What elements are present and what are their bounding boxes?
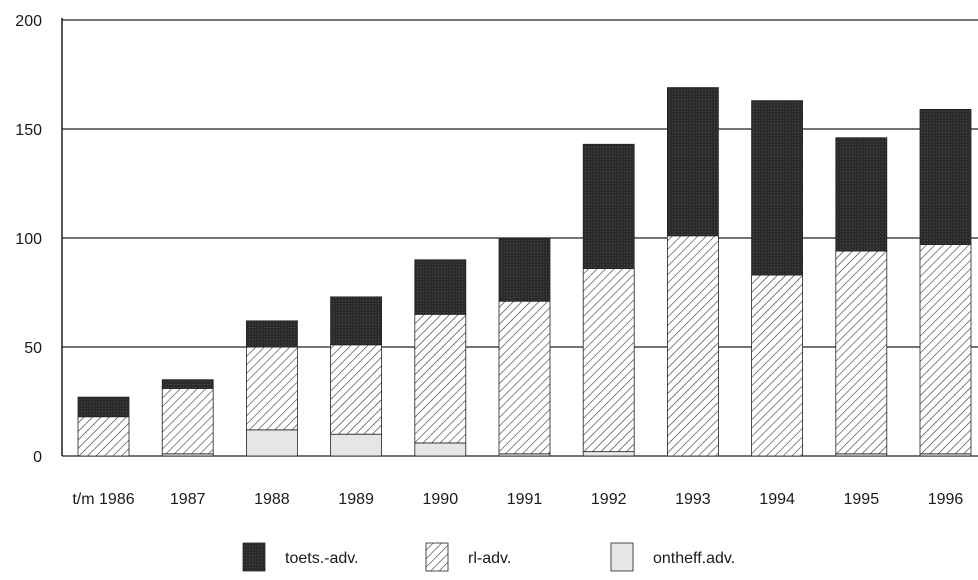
bar-segment	[498, 237, 551, 302]
bar-segment	[582, 451, 635, 457]
bar-segment	[414, 259, 467, 315]
legend-swatch	[425, 542, 449, 572]
bar-segment	[582, 143, 635, 269]
bar-segment	[330, 296, 383, 346]
y-tick-label: 150	[15, 122, 42, 139]
bar-segment	[330, 344, 383, 435]
bar-segment	[414, 442, 467, 457]
legend-label: rl-adv.	[468, 550, 511, 567]
legend-label: ontheff.adv.	[653, 550, 735, 567]
x-tick-label: 1991	[507, 491, 543, 508]
x-tick-label: 1996	[928, 491, 964, 508]
bar-segment	[77, 396, 130, 418]
y-tick-label: 50	[24, 340, 42, 357]
x-tick-label: t/m 1986	[72, 491, 134, 508]
bar-segment	[835, 250, 888, 455]
bar-segment	[919, 108, 972, 245]
bar-segment	[330, 433, 383, 457]
bar-segment	[245, 346, 298, 431]
bar-segment	[582, 268, 635, 453]
bar-segment	[245, 429, 298, 457]
bar-segment	[77, 416, 130, 457]
bar-segment	[751, 100, 803, 276]
y-tick-label: 0	[33, 449, 42, 466]
x-tick-label: 1994	[759, 491, 795, 508]
y-tick-label: 100	[15, 231, 42, 248]
bar-segment	[245, 320, 298, 348]
y-tick-label: 200	[15, 13, 42, 30]
bar-segment	[667, 235, 719, 457]
bar-segment	[161, 379, 214, 389]
bar-segment	[414, 313, 467, 444]
bar-segment	[161, 388, 214, 455]
x-tick-label: 1992	[591, 491, 627, 508]
x-tick-label: 1990	[423, 491, 459, 508]
x-tick-label: 1993	[675, 491, 711, 508]
bar-segment	[835, 137, 888, 252]
bars-layer	[77, 87, 972, 457]
legend: toets.-adv. rl-adv. ontheff.adv.	[242, 542, 735, 572]
legend-swatch	[610, 542, 634, 572]
axis-layer: 0 50 100 150 200 t/m 1986 1987 1988 1989 1990 1991…	[15, 13, 963, 508]
bar-segment	[667, 87, 719, 237]
x-tick-label: 1987	[170, 491, 206, 508]
bar-segment	[919, 244, 972, 455]
legend-swatch	[242, 542, 266, 572]
x-tick-label: 1989	[338, 491, 374, 508]
x-tick-label: 1988	[254, 491, 290, 508]
bar-segment	[751, 274, 803, 457]
x-tick-label: 1995	[844, 491, 880, 508]
legend-label: toets.-adv.	[285, 550, 359, 567]
bar-segment	[498, 300, 551, 455]
